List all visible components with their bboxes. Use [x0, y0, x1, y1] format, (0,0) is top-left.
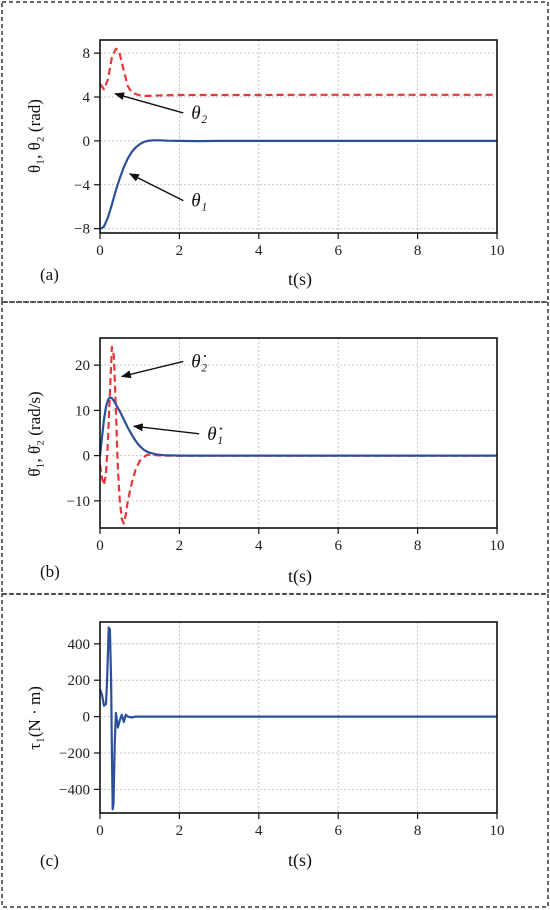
plot-frame [99, 621, 498, 814]
annotation-label: θ₁ [191, 191, 207, 212]
annotation-arrow [114, 92, 184, 114]
y-tick-label: −8 [74, 222, 90, 238]
x-tick-label: 4 [255, 538, 263, 554]
y-tick-label: 8 [83, 46, 91, 62]
series-line-θ₁ [99, 139, 497, 230]
x-tick-label: 6 [334, 243, 342, 259]
y-tick-label: 10 [75, 403, 90, 419]
x-tick-label: 10 [490, 823, 505, 839]
y-tick-label: 20 [75, 358, 90, 374]
y-tick-label: −4 [74, 178, 90, 194]
x-axis-label: t(s) [288, 850, 312, 871]
y-axis-label: θ̇₁, θ̇₂ (rad/s) [25, 391, 44, 476]
annotation-label: θ̇₂ [191, 351, 207, 372]
x-tick-label: 10 [490, 243, 505, 259]
panel-label: (b) [40, 562, 60, 581]
x-tick-label: 6 [334, 823, 342, 839]
x-tick-label: 0 [96, 538, 104, 554]
y-tick-label: 0 [83, 134, 91, 150]
x-tick-label: 8 [414, 243, 422, 259]
y-tick-label: 0 [83, 710, 91, 726]
x-tick-label: 2 [176, 243, 184, 259]
annotation-label: θ₂ [191, 103, 207, 124]
x-axis-label: t(s) [288, 566, 312, 587]
annotation-arrow [132, 423, 200, 435]
panel-label: (a) [40, 265, 59, 284]
y-axis-label: τ₁(N · m) [25, 686, 44, 750]
y-tick-label: 200 [68, 673, 91, 689]
x-tick-label: 0 [96, 243, 104, 259]
annotation-label: θ̇₁ [207, 424, 223, 445]
y-tick-label: 4 [83, 90, 91, 106]
plot-frame [99, 337, 498, 529]
x-tick-label: 2 [176, 538, 184, 554]
plot-frame [99, 39, 498, 234]
series-line-θ̇₁ [98, 396, 497, 457]
x-tick-label: 8 [414, 538, 422, 554]
y-tick-label: 0 [83, 449, 91, 465]
annotation-arrow [120, 360, 184, 379]
panel-c-frame [1, 593, 549, 908]
y-tick-label: 400 [68, 637, 91, 653]
panel-c: 0 2 4 6 8 10 −400 −200 0 200 400 τ₁(N · m) t(s) (c) [25, 621, 505, 871]
x-tick-label: 8 [414, 823, 422, 839]
panel-a: 0 2 4 6 8 10 −8 −4 0 4 8 θ₁, θ₂ (rad) t(s) (a) θ₂ θ₁ [25, 39, 505, 290]
y-axis-label: θ₁, θ₂ (rad) [25, 99, 44, 173]
series-line-0 [98, 626, 497, 811]
x-tick-label: 6 [334, 538, 342, 554]
x-tick-label: 0 [96, 823, 104, 839]
panel-b: 0 2 4 6 8 10 −10 0 10 20 θ̇₁, θ̇₂ (rad/s) t(s) (b) θ̇… [25, 337, 505, 587]
series-line-θ₂ [99, 47, 497, 98]
y-tick-label: −400 [59, 782, 90, 798]
x-axis-label: t(s) [288, 269, 312, 290]
annotation-arrow [128, 173, 184, 202]
y-tick-label: −200 [59, 746, 90, 762]
series-line-θ̇₂ [98, 345, 497, 525]
panel-label: (c) [40, 851, 59, 870]
panel-b-frame [1, 301, 549, 595]
x-tick-label: 4 [255, 823, 263, 839]
panel-a-frame [1, 1, 549, 303]
y-tick-label: −10 [67, 494, 90, 510]
x-tick-label: 10 [490, 538, 505, 554]
x-tick-label: 2 [176, 823, 184, 839]
x-tick-label: 4 [255, 243, 263, 259]
